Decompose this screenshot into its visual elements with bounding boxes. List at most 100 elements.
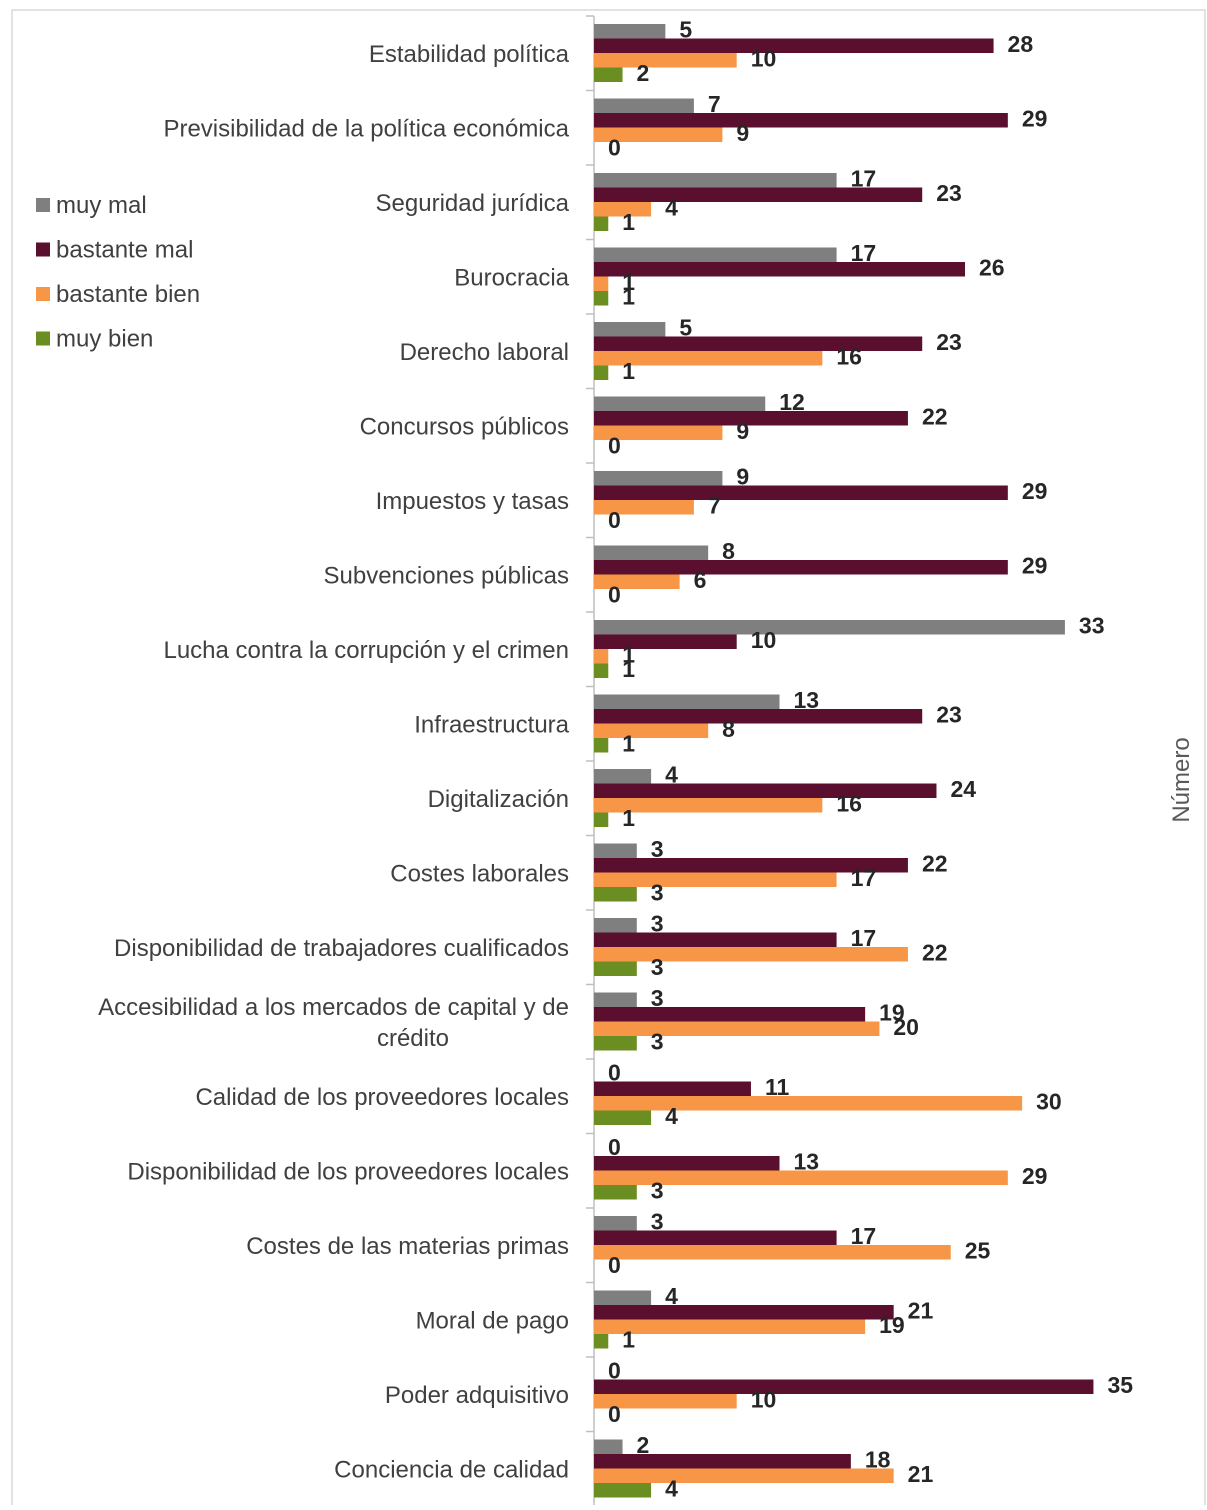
bar [594,262,966,277]
data-label: 1 [622,269,635,295]
bar [594,1230,837,1245]
data-label: 6 [694,567,707,593]
data-label: 3 [651,954,664,980]
axis-title: Número [1168,737,1195,822]
data-label: 1 [622,358,635,384]
bar [594,322,666,337]
bar [594,1081,751,1096]
category-label-line: Accesibilidad a los mercados de capital … [98,994,569,1021]
data-label: 0 [608,1401,621,1427]
data-label: 4 [665,1283,678,1309]
bar [594,769,652,784]
bar [594,67,623,82]
data-label: 33 [1079,612,1105,638]
bar [594,1170,1008,1185]
data-label: 4 [665,761,678,787]
category-label: Poder adquisitivo [385,1382,569,1409]
bar [594,500,694,515]
data-label: 35 [1107,1372,1133,1398]
category-label-line: crédito [377,1025,449,1052]
bar [594,38,994,53]
bar [594,365,609,380]
bar [594,1021,880,1036]
category-label-line: Moral de pago [416,1308,569,1335]
category-label-line: Poder adquisitivo [385,1382,569,1409]
data-label: 10 [751,45,777,71]
bar [594,216,609,231]
data-label: 26 [979,254,1005,280]
data-label: 22 [922,403,948,429]
bar [594,992,637,1007]
data-label: 2 [637,1432,650,1458]
data-label: 4 [665,1475,678,1501]
data-label: 4 [665,1103,678,1129]
category-label: Costes de las materias primas [246,1233,569,1260]
bar [594,709,923,724]
bar [594,202,652,217]
bar [594,247,837,262]
data-label: 30 [1036,1088,1062,1114]
category-label-line: Burocracia [454,265,569,292]
category-label: Disponibilidad de trabajadores cualifica… [114,935,569,962]
bar [594,783,937,798]
data-label: 0 [608,1059,621,1085]
bar [594,858,908,873]
data-label: 3 [651,910,664,936]
bar [594,471,723,486]
legend-swatch [36,198,50,212]
data-label: 8 [722,538,735,564]
bar [594,425,723,440]
bar [594,1110,652,1125]
bar [594,127,723,142]
legend-swatch [36,287,50,301]
data-label: 29 [1022,105,1048,131]
legend-swatch [36,331,50,346]
category-label-line: Infraestructura [414,712,569,739]
bar [594,649,609,664]
data-label: 17 [851,865,877,891]
data-label: 3 [651,836,664,862]
bar [594,1156,780,1171]
data-label: 22 [922,939,948,965]
bar [594,113,1008,128]
category-label-line: Subvenciones públicas [324,563,570,590]
data-label: 17 [851,165,877,191]
data-labels: 5717175129833134333003402282923262322292… [608,16,1133,1501]
data-label: 0 [608,581,621,607]
bar [594,1096,1023,1111]
category-label-line: Costes laborales [390,861,569,888]
data-label: 1 [622,641,635,667]
data-label: 17 [851,925,877,951]
bar [594,24,666,39]
data-label: 28 [1008,31,1034,57]
data-label: 16 [836,343,862,369]
data-label: 0 [608,1134,621,1160]
bar [594,187,923,202]
bar [594,560,1008,575]
category-label-line: Derecho laboral [400,339,569,366]
bar [594,620,1065,635]
data-label: 3 [651,1028,664,1054]
category-label: Disponibilidad de los proveedores locale… [127,1159,569,1186]
bar [594,1007,866,1022]
bar [594,1454,851,1469]
data-label: 20 [893,1014,919,1040]
data-label: 3 [651,985,664,1011]
bar [594,1379,1094,1394]
data-label: 23 [936,329,962,355]
legend-label: muy mal [56,192,147,219]
category-label-line: Conciencia de calidad [334,1457,569,1484]
data-label: 1 [622,209,635,235]
bar [594,98,694,113]
data-label: 1 [622,805,635,831]
data-label: 1 [622,656,635,682]
data-label: 11 [765,1074,790,1100]
bar [594,1334,609,1349]
data-label: 10 [751,627,777,653]
data-label: 3 [651,1208,664,1234]
bar [594,798,823,813]
data-label: 19 [879,999,905,1025]
bar [594,1483,652,1498]
data-label: 12 [779,389,805,415]
bar [594,1245,951,1260]
